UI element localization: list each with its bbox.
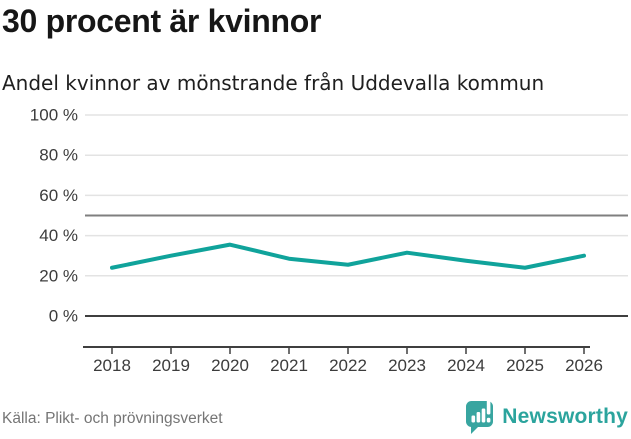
page-title: 30 procent är kvinnor: [2, 3, 322, 39]
x-tick-label: 2020: [211, 356, 249, 375]
y-tick-label: 60 %: [39, 186, 78, 205]
brand-name: Newsworthy: [502, 404, 628, 428]
y-tick-label: 40 %: [39, 226, 78, 245]
x-tick-label: 2026: [565, 356, 603, 375]
brand-logo: Newsworthy: [464, 399, 628, 434]
line-chart: 0 % 20 % 40 % 60 % 80 % 100 % 2018 2019 2020 2021…: [30, 106, 628, 375]
y-tick-label: 100 %: [30, 106, 78, 125]
x-tick-label: 2025: [506, 356, 544, 375]
y-tick-label: 0 %: [49, 307, 78, 326]
y-tick-label: 20 %: [39, 266, 78, 285]
newsworthy-badge-icon: [466, 399, 494, 434]
x-tick-label: 2022: [329, 356, 367, 375]
x-tick-label: 2024: [447, 356, 485, 375]
source-note: Källa: Plikt- och prövningsverket: [2, 410, 223, 427]
x-tick-label: 2021: [270, 356, 308, 375]
data-line: [110, 242, 586, 270]
x-tick-label: 2019: [152, 356, 190, 375]
y-tick-label: 80 %: [39, 146, 78, 165]
x-tick-label: 2018: [93, 356, 131, 375]
chart-subtitle: Andel kvinnor av mönstrande från Uddeval…: [2, 71, 545, 95]
x-tick-label: 2023: [388, 356, 426, 375]
